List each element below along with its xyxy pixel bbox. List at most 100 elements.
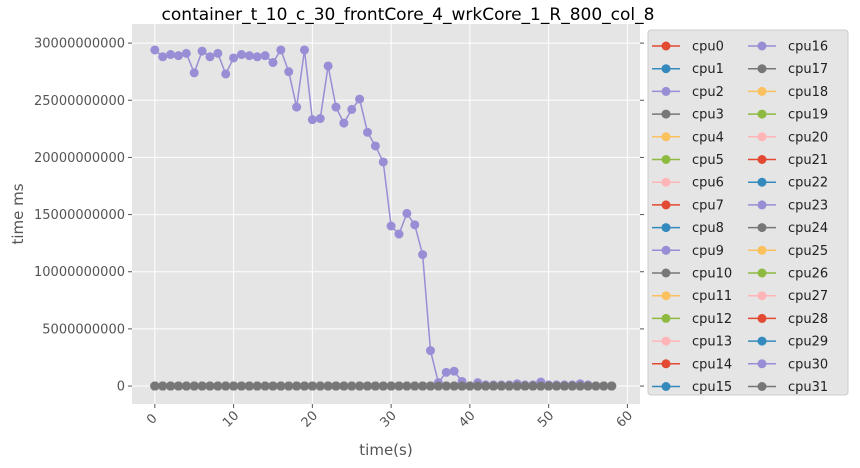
data-point [559,381,569,391]
legend-marker [661,132,671,142]
data-point [496,381,506,391]
legend-marker [757,86,767,96]
data-point [520,381,530,391]
legend-label: cpu23 [788,198,828,213]
legend-label: cpu14 [692,357,732,372]
legend-marker [757,268,767,278]
data-point [536,381,546,391]
legend-marker [757,291,767,301]
data-point [418,381,428,391]
data-point [173,381,183,391]
data-point [189,381,199,391]
legend-marker [757,223,767,233]
legend-label: cpu11 [692,289,732,304]
legend-marker [661,268,671,278]
legend-label: cpu16 [788,40,828,55]
data-point [252,52,262,62]
data-point [213,48,223,58]
data-point [268,381,278,391]
data-point [276,45,286,55]
legend-marker [757,155,767,164]
data-point [244,381,254,391]
data-point [197,46,207,56]
plot-area [132,24,640,404]
legend-label: cpu20 [788,130,828,145]
legend-marker [757,359,767,369]
data-point [441,367,451,377]
legend-label: cpu22 [788,176,828,191]
legend-marker [661,313,671,323]
legend-marker [661,41,671,51]
legend-label: cpu27 [788,289,828,304]
data-point [189,68,199,78]
x-tick-label: 30 [377,408,399,430]
data-point [315,381,325,391]
legend-marker [757,245,767,255]
legend-marker [757,382,767,391]
data-point [307,381,317,391]
data-point [339,118,349,128]
legend-marker [661,177,671,187]
legend-label: cpu9 [692,244,724,259]
legend-marker [661,64,671,74]
data-point [378,157,388,167]
data-point [221,69,231,79]
legend-label: cpu25 [788,244,828,259]
legend-label: cpu29 [788,335,828,350]
data-point [347,104,357,114]
legend-label: cpu7 [692,198,724,213]
data-point [410,381,420,391]
data-point [260,51,270,61]
data-point [370,141,380,151]
axes: 0 5000000000 10000000000 15000000000 2000000… [34,37,644,431]
data-point [449,366,459,376]
data-point [166,50,176,60]
legend-marker [661,200,671,210]
x-tick-label: 40 [456,408,478,430]
data-point [410,220,420,230]
data-point [229,381,239,391]
data-point [355,381,365,391]
x-tick-label: 0 [144,411,160,427]
data-point [583,381,593,391]
x-tick-label: 20 [299,408,321,430]
data-point [386,221,396,231]
legend-label: cpu21 [788,153,828,168]
data-point [260,381,270,391]
data-point [197,381,207,391]
data-point [418,250,428,260]
data-point [299,45,309,55]
data-point [599,381,609,391]
data-point [284,67,294,77]
data-point [370,381,380,391]
data-point [544,381,554,391]
legend-label: cpu26 [788,267,828,282]
y-tick-label: 5000000000 [42,322,125,337]
data-point [331,102,341,112]
data-point [465,381,475,391]
legend-label: cpu2 [692,85,724,100]
data-point [307,115,317,125]
legend: cpu0 cpu1 cpu2 cpu3 cpu4 cpu5 cpu6 cpu7 cpu8 cpu9… [647,29,849,396]
legend-label: cpu15 [692,380,732,395]
data-point [244,51,254,61]
data-point [528,381,538,391]
data-point [481,381,491,391]
legend-label: cpu30 [788,357,828,372]
legend-label: cpu13 [692,335,732,350]
data-point [362,381,372,391]
data-point [362,127,372,137]
data-point [150,381,160,391]
data-point [323,61,333,71]
legend-label: cpu24 [788,221,828,236]
data-point [252,381,262,391]
data-point [425,381,435,391]
legend-label: cpu10 [692,267,732,282]
y-tick-label: 20000000000 [34,151,125,166]
legend-label: cpu5 [692,153,724,168]
legend-box [647,29,849,396]
y-tick-label: 0 [117,380,125,395]
data-point [473,381,483,391]
data-point [205,52,215,62]
